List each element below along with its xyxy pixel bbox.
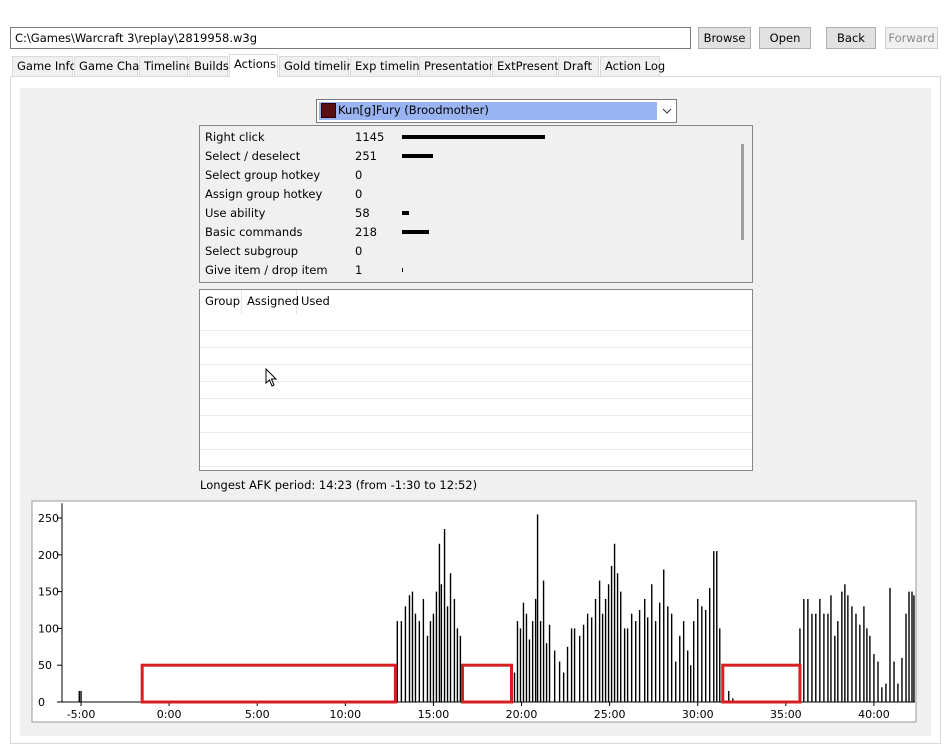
action-name: Use ability xyxy=(205,206,266,220)
y-tick-label: 100 xyxy=(38,622,59,635)
x-tick-label: 40:00 xyxy=(858,708,890,721)
tab[interactable]: Action Log xyxy=(600,56,665,76)
action-name: Give item / drop item xyxy=(205,263,328,277)
button: Forward xyxy=(885,27,938,49)
afk-summary: Longest AFK period: 14:23 (from -1:30 to… xyxy=(200,478,478,492)
x-tick-label: -5:00 xyxy=(67,708,96,721)
action-count: 251 xyxy=(355,149,377,163)
table-grid xyxy=(200,314,752,470)
button[interactable]: Browse xyxy=(698,27,751,49)
x-tick-label: 30:00 xyxy=(682,708,714,721)
action-bar xyxy=(402,230,430,234)
action-count: 0 xyxy=(355,168,363,182)
y-tick-label: 50 xyxy=(38,659,52,672)
action-name: Select subgroup xyxy=(205,244,299,258)
tab[interactable]: ExtPresent xyxy=(492,56,559,76)
y-tick-label: 200 xyxy=(38,549,59,562)
tab[interactable]: Presentation xyxy=(419,56,496,76)
afk-box xyxy=(721,663,802,704)
afk-box xyxy=(140,663,397,704)
action-count: 218 xyxy=(355,225,377,239)
action-name: Select group hotkey xyxy=(205,168,321,182)
selected-player[interactable]: Kun[g]Fury (Broodmother) xyxy=(319,102,657,120)
actions-list xyxy=(199,125,753,283)
tab[interactable]: Actions xyxy=(229,54,278,77)
x-tick-label: 25:00 xyxy=(594,708,626,721)
scrollbar-thumb xyxy=(741,144,744,240)
action-count: 1145 xyxy=(355,130,385,144)
tab[interactable]: Game Info xyxy=(12,56,77,76)
action-name: Assign group hotkey xyxy=(205,187,323,201)
x-tick-label: 0:00 xyxy=(157,708,182,721)
action-name: Basic commands xyxy=(205,225,303,239)
column-header[interactable]: Assigned xyxy=(247,294,300,308)
action-bar xyxy=(402,135,546,139)
tab[interactable]: Timeline xyxy=(139,56,193,76)
afk-box xyxy=(461,663,513,704)
y-tick-label: 250 xyxy=(38,512,59,525)
tab[interactable]: Exp timeline xyxy=(350,56,427,76)
tab[interactable]: Draft xyxy=(558,56,599,76)
x-tick-label: 35:00 xyxy=(770,708,802,721)
group-table xyxy=(199,289,753,471)
column-header[interactable]: Used xyxy=(301,294,330,308)
action-bar xyxy=(402,154,434,158)
tab[interactable]: Gold timeline xyxy=(279,56,361,76)
x-tick-label: 15:00 xyxy=(418,708,450,721)
action-name: Right click xyxy=(205,130,265,144)
column-header[interactable]: Group xyxy=(205,294,241,308)
button[interactable]: Open xyxy=(759,27,811,49)
mouse-cursor xyxy=(265,368,278,387)
y-tick-label: 0 xyxy=(38,696,45,709)
action-count: 0 xyxy=(355,187,363,201)
x-tick-label: 20:00 xyxy=(506,708,538,721)
action-bar xyxy=(402,211,410,215)
action-name: Select / deselect xyxy=(205,149,301,163)
tab[interactable]: Builds xyxy=(189,56,229,76)
x-tick-label: 10:00 xyxy=(329,708,361,721)
action-count: 1 xyxy=(355,263,363,277)
chart-frame xyxy=(31,500,917,723)
button[interactable]: Back xyxy=(826,27,876,49)
tab[interactable]: Game Chat xyxy=(74,56,144,76)
action-count: 58 xyxy=(355,206,370,220)
y-tick-label: 150 xyxy=(38,586,59,599)
action-count: 0 xyxy=(355,244,363,258)
dropdown-arrow xyxy=(662,108,672,114)
hero-icon xyxy=(321,103,336,118)
x-tick-label: 5:00 xyxy=(245,708,270,721)
path-field[interactable]: C:\Games\Warcraft 3\replay\2819958.w3g xyxy=(10,27,691,49)
